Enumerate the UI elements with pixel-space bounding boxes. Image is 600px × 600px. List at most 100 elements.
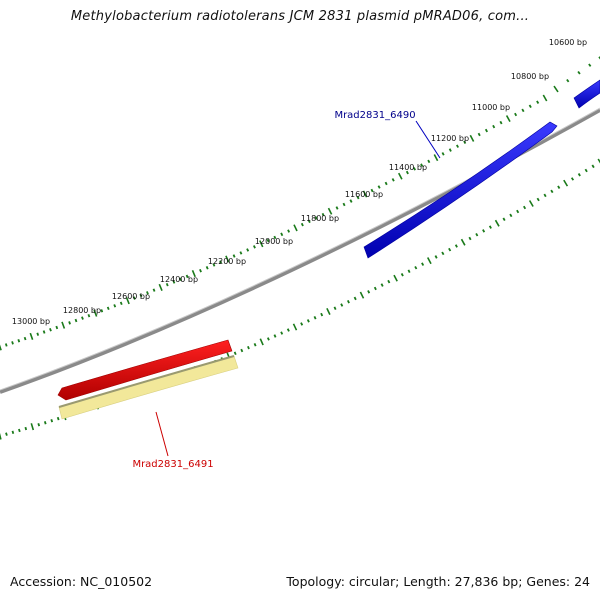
outer-scale-minor-tick xyxy=(463,140,467,145)
scale-label: 11600 bp xyxy=(345,190,383,199)
outer-scale-minor-tick xyxy=(384,181,388,186)
outer-scale-minor-tick xyxy=(370,188,374,193)
outer-scale-major-tick xyxy=(362,190,368,198)
inner-scale-minor-tick xyxy=(266,337,270,341)
outer-scale-ticks xyxy=(0,56,600,351)
outer-scale-minor-tick xyxy=(179,277,182,281)
inner-scale-minor-tick xyxy=(5,432,8,436)
outer-scale-minor-tick xyxy=(113,304,117,308)
inner-scale-minor-tick xyxy=(280,331,284,335)
outer-scale-minor-tick xyxy=(521,108,525,113)
scale-label: 12000 bp xyxy=(255,237,293,246)
outer-scale-minor-tick xyxy=(405,170,409,175)
outer-scale-major-tick xyxy=(0,344,2,351)
inner-scale-minor-tick xyxy=(509,213,513,218)
outer-scale-minor-tick xyxy=(42,330,46,334)
outer-scale-minor-tick xyxy=(199,268,202,273)
inner-scale-major-tick xyxy=(597,158,600,164)
inner-scale-minor-tick xyxy=(454,244,458,248)
inner-scale-minor-tick xyxy=(43,421,47,425)
outer-scale-minor-tick xyxy=(477,132,481,137)
outer-scale-minor-tick xyxy=(68,321,71,325)
outer-scale-minor-tick xyxy=(335,206,339,210)
outer-scale-major-tick xyxy=(542,94,548,102)
inner-scale-minor-tick xyxy=(468,236,472,241)
outer-scale-minor-tick xyxy=(273,235,277,240)
inner-scale-minor-tick xyxy=(516,209,520,214)
outer-scale-minor-tick xyxy=(280,232,284,237)
outer-scale-major-tick xyxy=(191,269,196,278)
outer-scale-major-tick xyxy=(397,172,403,180)
outer-scale-minor-tick xyxy=(55,325,59,330)
scale-label: 12200 bp xyxy=(208,257,246,266)
inner-scale-major-tick xyxy=(292,323,298,331)
outer-scale-minor-tick xyxy=(165,282,169,287)
inner-scale-minor-tick xyxy=(333,306,337,310)
outer-scale-minor-tick xyxy=(413,167,416,171)
inner-scale-major-tick xyxy=(563,179,569,187)
outer-scale-major-tick xyxy=(61,321,66,329)
inner-scale-minor-tick xyxy=(591,164,595,169)
outer-scale-minor-tick xyxy=(588,63,592,67)
scale-label: 10800 bp xyxy=(511,72,549,81)
gene-Mrad2831_6491[interactable] xyxy=(57,339,233,401)
outer-scale-minor-tick xyxy=(377,185,381,189)
inner-scale-minor-tick xyxy=(387,279,391,284)
inner-scale-major-tick xyxy=(393,274,398,282)
outer-scale-minor-tick xyxy=(239,251,243,255)
inner-scale-minor-tick xyxy=(346,300,350,304)
inner-scale-minor-tick xyxy=(407,269,411,273)
outer-scale-minor-tick xyxy=(321,212,325,217)
outer-scale-minor-tick xyxy=(23,336,27,341)
outer-scale-minor-tick xyxy=(266,238,270,243)
gene-label-Mrad2831_6490[interactable]: Mrad2831_6490 xyxy=(334,110,415,121)
outer-scale-major-tick xyxy=(29,332,34,340)
outer-scale-minor-tick xyxy=(427,159,431,164)
outer-scale-minor-tick xyxy=(232,254,236,258)
outer-scale-minor-tick xyxy=(185,274,189,279)
outer-scale-minor-tick xyxy=(172,280,176,284)
outer-scale-minor-tick xyxy=(132,296,136,300)
inner-scale-minor-tick xyxy=(24,426,28,431)
outer-scale-major-tick xyxy=(327,207,333,215)
accession-info: Accession: NC_010502 xyxy=(10,574,153,589)
inner-scale-minor-tick xyxy=(448,247,452,252)
scale-labels: 10600 bp 10800 bp 11000 bp 11200 bp 11400 bp… xyxy=(12,38,587,326)
inner-scale-major-tick xyxy=(0,432,2,440)
plasmid-backbone-highlight xyxy=(0,107,600,391)
inner-scale-minor-tick xyxy=(414,265,418,270)
scale-label: 12400 bp xyxy=(160,275,198,284)
inner-scale-minor-tick xyxy=(340,303,344,307)
outer-scale-minor-tick xyxy=(484,128,488,133)
outer-scale-major-tick xyxy=(93,309,98,317)
inner-scale-minor-tick xyxy=(253,343,257,347)
outer-scale-major-tick xyxy=(505,115,511,122)
inner-scale-minor-tick xyxy=(482,229,486,233)
inner-scale-minor-tick xyxy=(543,193,547,198)
outer-scale-minor-tick xyxy=(146,291,149,295)
outer-scale-minor-tick xyxy=(499,120,503,125)
inner-scale-minor-tick xyxy=(306,319,310,323)
scale-label: 13000 bp xyxy=(12,317,50,326)
outer-scale-minor-tick xyxy=(514,112,518,117)
inner-scale-major-tick xyxy=(426,257,432,265)
outer-scale-minor-tick xyxy=(100,309,104,313)
outer-scale-minor-tick xyxy=(139,293,143,298)
inner-scale-minor-tick xyxy=(273,334,277,338)
outer-scale-minor-tick xyxy=(36,332,40,336)
outer-scale-minor-tick xyxy=(448,148,452,152)
gene-label-Mrad2831_6491[interactable]: Mrad2831_6491 xyxy=(132,459,213,470)
outer-scale-minor-tick xyxy=(441,152,445,156)
outer-scale-minor-tick xyxy=(219,260,223,264)
outer-scale-major-tick xyxy=(259,240,264,248)
inner-scale-minor-tick xyxy=(313,316,317,320)
outer-scale-minor-tick xyxy=(49,327,52,332)
inner-scale-minor-tick xyxy=(300,322,304,326)
outer-scale-minor-tick xyxy=(87,313,91,318)
gene-Mrad2831_6490[interactable] xyxy=(363,79,600,259)
inner-scale-minor-tick xyxy=(50,419,54,423)
outer-scale-minor-tick xyxy=(74,318,78,323)
inner-scale-major-tick xyxy=(259,338,264,346)
inner-scale-minor-tick xyxy=(550,189,554,194)
